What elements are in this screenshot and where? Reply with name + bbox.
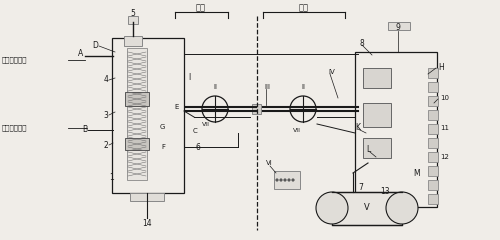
Text: 10: 10 bbox=[440, 95, 449, 101]
Text: VII: VII bbox=[293, 127, 301, 132]
Text: 4: 4 bbox=[103, 76, 108, 84]
Text: III: III bbox=[264, 84, 270, 90]
Text: D: D bbox=[92, 41, 98, 49]
Bar bbox=[125, 92, 149, 106]
Bar bbox=[252, 104, 261, 114]
Circle shape bbox=[316, 192, 348, 224]
Text: 3: 3 bbox=[103, 110, 108, 120]
Text: 7: 7 bbox=[358, 184, 363, 192]
Bar bbox=[428, 96, 438, 106]
Text: H: H bbox=[438, 62, 444, 72]
Text: 6: 6 bbox=[195, 143, 200, 151]
Text: G: G bbox=[160, 124, 166, 130]
Bar bbox=[428, 110, 438, 120]
Bar bbox=[363, 103, 391, 127]
Circle shape bbox=[276, 179, 278, 181]
Bar bbox=[363, 138, 391, 158]
Text: II: II bbox=[213, 84, 217, 90]
Bar bbox=[428, 124, 438, 134]
Text: 5: 5 bbox=[130, 8, 136, 18]
Bar bbox=[428, 166, 438, 176]
Circle shape bbox=[386, 192, 418, 224]
Circle shape bbox=[292, 179, 294, 181]
Text: M: M bbox=[413, 169, 420, 179]
Text: II: II bbox=[301, 84, 305, 90]
Text: 通主车制动阀: 通主车制动阀 bbox=[2, 125, 28, 131]
Text: A: A bbox=[78, 48, 83, 58]
Text: C: C bbox=[193, 128, 198, 134]
Text: IV: IV bbox=[328, 69, 335, 75]
Bar bbox=[388, 22, 410, 30]
Bar bbox=[112, 38, 184, 193]
Bar bbox=[355, 52, 437, 207]
Text: 11: 11 bbox=[440, 125, 449, 131]
Text: 9: 9 bbox=[396, 24, 400, 32]
Text: 13: 13 bbox=[380, 186, 390, 196]
Text: 14: 14 bbox=[142, 218, 152, 228]
Text: E: E bbox=[174, 104, 178, 110]
Bar bbox=[127, 48, 147, 180]
Text: 挂车: 挂车 bbox=[299, 4, 309, 12]
Text: B: B bbox=[82, 126, 87, 134]
Circle shape bbox=[284, 179, 286, 181]
Bar bbox=[274, 171, 300, 189]
Bar bbox=[332, 192, 402, 225]
Text: VI: VI bbox=[266, 160, 273, 166]
Text: 12: 12 bbox=[440, 154, 449, 160]
Text: 2: 2 bbox=[104, 140, 108, 150]
Text: 8: 8 bbox=[360, 38, 365, 48]
Bar bbox=[125, 138, 149, 150]
Bar bbox=[363, 68, 391, 88]
Text: L: L bbox=[366, 145, 370, 155]
Bar bbox=[130, 193, 164, 201]
Bar bbox=[124, 36, 142, 46]
Text: F: F bbox=[161, 144, 165, 150]
Text: 主车: 主车 bbox=[196, 4, 206, 12]
Circle shape bbox=[280, 179, 282, 181]
Text: 1: 1 bbox=[110, 174, 114, 182]
Bar bbox=[428, 68, 438, 78]
Text: 通主车贮气阀: 通主车贮气阀 bbox=[2, 57, 28, 63]
Circle shape bbox=[290, 96, 316, 122]
Bar bbox=[428, 138, 438, 148]
Bar bbox=[428, 152, 438, 162]
Text: K: K bbox=[355, 122, 360, 132]
Circle shape bbox=[288, 179, 290, 181]
Bar bbox=[128, 16, 138, 24]
Bar bbox=[428, 194, 438, 204]
Text: I: I bbox=[188, 73, 190, 83]
Circle shape bbox=[202, 96, 228, 122]
Text: VII: VII bbox=[202, 121, 210, 126]
Text: V: V bbox=[364, 204, 370, 212]
Bar bbox=[428, 82, 438, 92]
Bar bbox=[428, 180, 438, 190]
